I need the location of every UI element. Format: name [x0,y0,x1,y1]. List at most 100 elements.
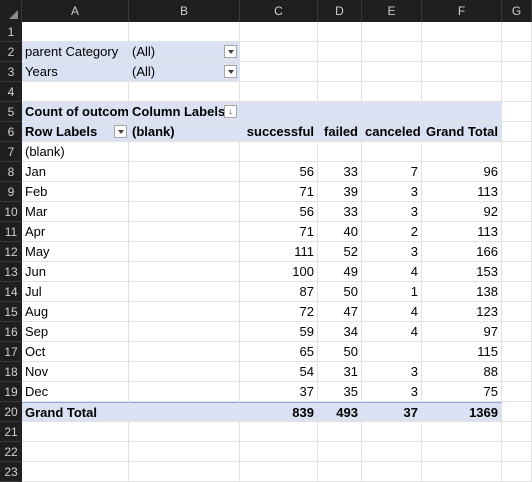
header-canceled[interactable]: canceled [362,122,422,142]
value-grand-total[interactable]: 153 [422,262,502,282]
value-canceled[interactable]: 3 [362,382,422,402]
pivot-column-labels[interactable]: Column Labels ↓ [129,102,240,122]
value-canceled[interactable]: 3 [362,362,422,382]
cell[interactable] [240,82,318,102]
value-grand-total[interactable]: 92 [422,202,502,222]
value-failed[interactable]: 33 [318,202,362,222]
value-failed[interactable]: 47 [318,302,362,322]
cell[interactable] [362,42,422,62]
column-header-g[interactable]: G [502,0,532,22]
row-header[interactable]: 19 [0,382,22,402]
column-header-e[interactable]: E [362,0,422,22]
column-labels-filter-icon[interactable]: ↓ [224,105,237,118]
cell[interactable] [240,422,318,442]
value-successful[interactable]: 100 [240,262,318,282]
pivot-count-label[interactable]: Count of outcom [22,102,129,122]
grand-total-total[interactable]: 1369 [422,402,502,422]
cell[interactable] [318,42,362,62]
value-grand-total[interactable]: 88 [422,362,502,382]
month-label[interactable]: Aug [22,302,129,322]
cell[interactable] [502,182,532,202]
row-header[interactable]: 17 [0,342,22,362]
row-header[interactable]: 21 [0,422,22,442]
cell[interactable] [318,62,362,82]
cell[interactable] [422,422,502,442]
month-label[interactable]: Nov [22,362,129,382]
value-successful[interactable]: 71 [240,182,318,202]
filter-label-parent-category[interactable]: parent Category [22,42,129,62]
cell[interactable] [362,442,422,462]
value-canceled[interactable]: 1 [362,282,422,302]
header-grand-total[interactable]: Grand Total [422,122,502,142]
cell[interactable] [502,142,532,162]
month-label[interactable]: Jan [22,162,129,182]
value-failed[interactable]: 49 [318,262,362,282]
cell[interactable] [502,202,532,222]
value-failed[interactable]: 39 [318,182,362,202]
row-header[interactable]: 12 [0,242,22,262]
cell[interactable] [129,202,240,222]
value-canceled[interactable] [362,342,422,362]
row-labels-dropdown-icon[interactable] [114,125,127,138]
cell[interactable] [318,22,362,42]
cell[interactable] [502,302,532,322]
value-failed[interactable]: 40 [318,222,362,242]
cell[interactable] [422,102,502,122]
cell[interactable] [22,462,129,482]
filter-label-years[interactable]: Years [22,62,129,82]
cell[interactable] [129,262,240,282]
cell[interactable] [129,282,240,302]
row-header[interactable]: 13 [0,262,22,282]
value-canceled[interactable]: 2 [362,222,422,242]
row-header[interactable]: 18 [0,362,22,382]
filter-value-parent-category[interactable]: (All) [129,42,240,62]
row-header[interactable]: 15 [0,302,22,322]
cell[interactable] [502,422,532,442]
cell[interactable] [240,142,318,162]
cell[interactable] [240,462,318,482]
cell[interactable] [22,442,129,462]
value-grand-total[interactable]: 123 [422,302,502,322]
row-header[interactable]: 6 [0,122,22,142]
row-header[interactable]: 4 [0,82,22,102]
cell[interactable] [318,442,362,462]
value-failed[interactable]: 50 [318,282,362,302]
cell[interactable] [502,102,532,122]
cell[interactable] [502,382,532,402]
column-header-c[interactable]: C [240,0,318,22]
cell[interactable] [129,222,240,242]
value-successful[interactable]: 54 [240,362,318,382]
cell[interactable] [502,402,532,422]
cell[interactable] [240,102,318,122]
column-header-f[interactable]: F [422,0,502,22]
value-successful[interactable]: 56 [240,162,318,182]
value-grand-total[interactable]: 113 [422,182,502,202]
value-canceled[interactable]: 4 [362,302,422,322]
cell[interactable] [502,82,532,102]
pivot-blank-header[interactable]: (blank) [129,122,240,142]
row-header[interactable]: 1 [0,22,22,42]
cell[interactable] [22,82,129,102]
value-grand-total[interactable]: 166 [422,242,502,262]
row-header[interactable]: 7 [0,142,22,162]
value-successful[interactable]: 72 [240,302,318,322]
cell[interactable] [129,82,240,102]
value-failed[interactable]: 52 [318,242,362,262]
cell[interactable] [129,302,240,322]
column-header-a[interactable]: A [22,0,129,22]
cell[interactable] [362,422,422,442]
value-canceled[interactable]: 4 [362,262,422,282]
month-label[interactable]: Apr [22,222,129,242]
row-header[interactable]: 22 [0,442,22,462]
value-grand-total[interactable]: 97 [422,322,502,342]
value-successful[interactable]: 87 [240,282,318,302]
value-grand-total[interactable]: 115 [422,342,502,362]
cell[interactable] [22,22,129,42]
cell[interactable] [422,22,502,42]
row-header[interactable]: 20 [0,402,22,422]
cell[interactable] [502,442,532,462]
cell[interactable] [422,62,502,82]
cell[interactable] [318,102,362,122]
month-label[interactable]: Sep [22,322,129,342]
cell[interactable] [318,82,362,102]
